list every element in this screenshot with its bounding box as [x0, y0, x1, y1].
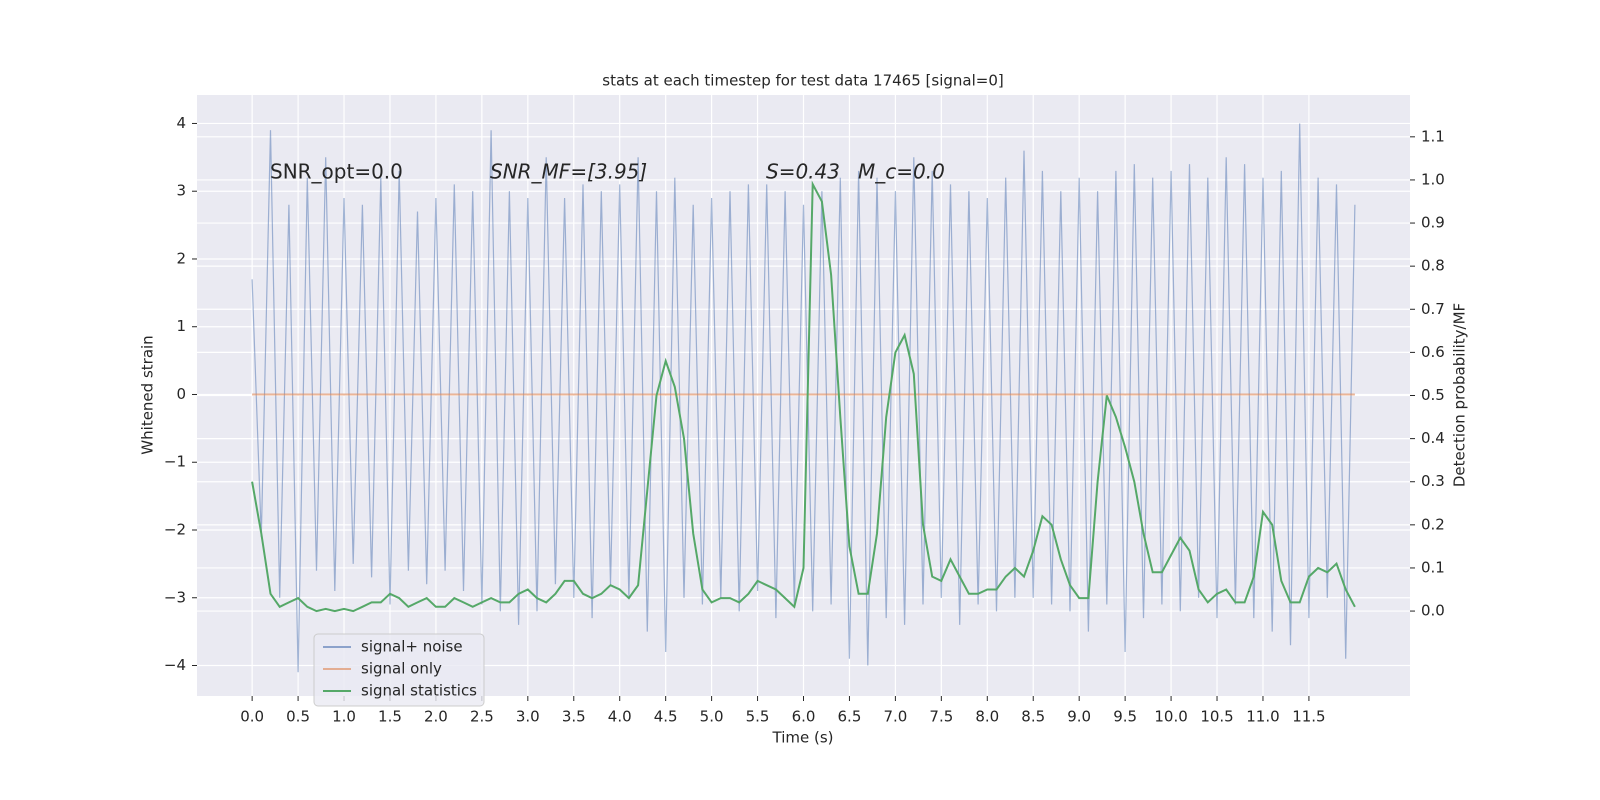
- x-tick-label: 4.0: [608, 708, 632, 726]
- y2-tick-label: 0.6: [1421, 343, 1445, 361]
- x-axis-label: Time (s): [772, 729, 834, 747]
- y-tick-label: −1: [164, 453, 186, 471]
- x-tick-label: 1.0: [332, 708, 356, 726]
- x-tick-label: 6.0: [792, 708, 816, 726]
- y-tick-label: −4: [164, 656, 186, 674]
- annotation: SNR_MF=[3.95]: [490, 160, 647, 184]
- y-tick-label: −3: [164, 588, 186, 606]
- x-tick-label: 3.5: [562, 708, 586, 726]
- x-tick-label: 3.0: [516, 708, 540, 726]
- x-tick-label: 1.5: [378, 708, 402, 726]
- y2-tick-label: 0.9: [1421, 214, 1445, 232]
- x-tick-label: 4.5: [654, 708, 678, 726]
- series-line: [251, 123, 1356, 673]
- x-tick-label: 10.5: [1200, 708, 1233, 726]
- y-tick-label: 0: [176, 385, 186, 403]
- y2-tick-label: 0.4: [1421, 429, 1445, 447]
- annotation: S=0.43: [766, 160, 840, 184]
- x-tick-label: 5.0: [700, 708, 724, 726]
- y2-tick-label: 0.7: [1421, 300, 1445, 318]
- x-tick-label: 10.0: [1154, 708, 1187, 726]
- legend-label: signal+ noise: [361, 638, 463, 656]
- x-tick-label: 6.5: [838, 708, 862, 726]
- x-tick-label: 9.5: [1113, 708, 1137, 726]
- x-tick-label: 11.5: [1292, 708, 1325, 726]
- x-tick-label: 8.5: [1021, 708, 1045, 726]
- legend-label: signal statistics: [361, 682, 477, 700]
- legend-label: signal only: [361, 660, 442, 678]
- x-tick-label: 0.0: [240, 708, 264, 726]
- y2-tick-label: 1.1: [1421, 127, 1445, 145]
- y-axis-label: Whitened strain: [139, 335, 157, 454]
- y-tick-label: 1: [176, 317, 186, 335]
- y2-axis-label: Detection probability/MF: [1451, 303, 1469, 487]
- y-tick-label: 3: [176, 182, 186, 200]
- legend-box: [313, 633, 485, 707]
- x-tick-label: 7.5: [929, 708, 953, 726]
- y2-tick-label: 0.8: [1421, 257, 1445, 275]
- x-tick-label: 0.5: [286, 708, 310, 726]
- x-tick-label: 9.0: [1067, 708, 1091, 726]
- annotation: M_c=0.0: [858, 160, 945, 184]
- chart-title: stats at each timestep for test data 174…: [602, 72, 1003, 90]
- x-tick-label: 2.5: [470, 708, 494, 726]
- x-tick-label: 8.0: [975, 708, 999, 726]
- y2-tick-label: 0.3: [1421, 472, 1445, 490]
- x-tick-label: 5.5: [746, 708, 770, 726]
- y-tick-label: −2: [164, 520, 186, 538]
- x-tick-label: 11.0: [1246, 708, 1279, 726]
- y2-tick-label: 0.0: [1421, 602, 1445, 620]
- y-tick-label: 2: [176, 249, 186, 267]
- x-tick-label: 7.0: [883, 708, 907, 726]
- y2-tick-label: 0.1: [1421, 558, 1445, 576]
- y2-tick-label: 0.5: [1421, 386, 1445, 404]
- series-line: [251, 180, 1356, 613]
- y-tick-label: 4: [176, 114, 186, 132]
- y2-tick-label: 1.0: [1421, 170, 1445, 188]
- x-tick-label: 2.0: [424, 708, 448, 726]
- annotation: SNR_opt=0.0: [270, 160, 403, 184]
- y2-tick-label: 0.2: [1421, 515, 1445, 533]
